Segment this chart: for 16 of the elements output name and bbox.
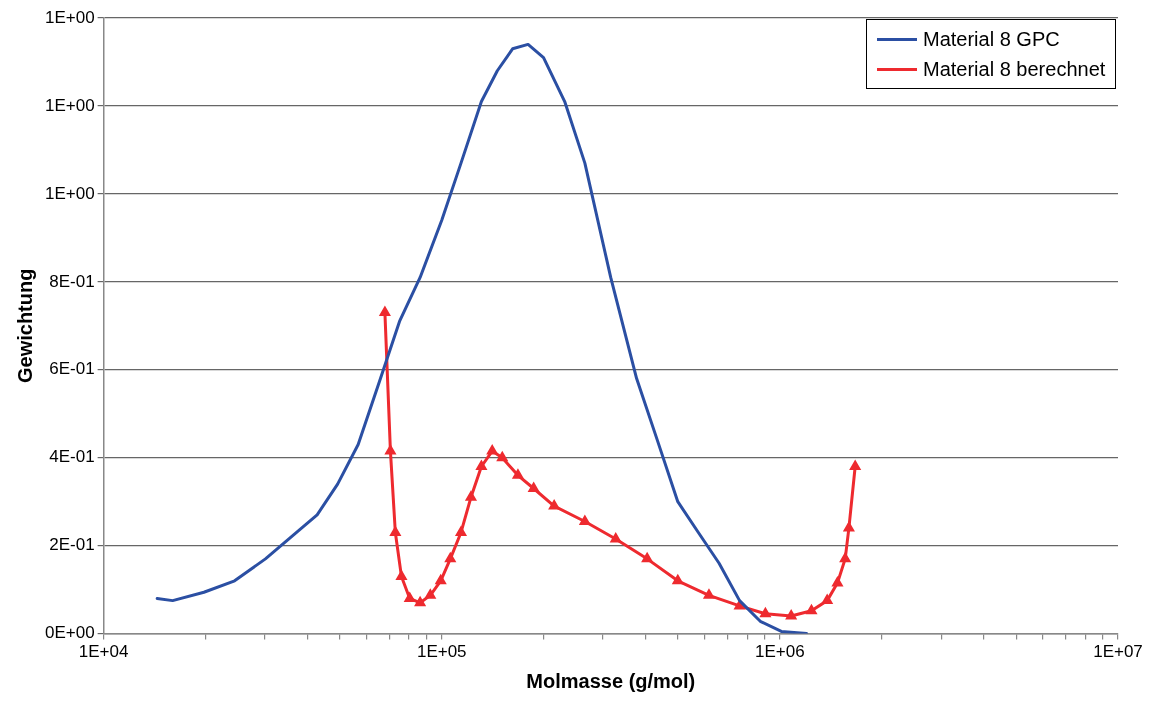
x-tick-label: 1E+07 <box>1093 642 1143 662</box>
x-tick-label: 1E+04 <box>78 642 129 662</box>
y-tick-label: 8E-01 <box>49 271 95 291</box>
x-axis-title: Molmasse (g/mol) <box>526 669 696 692</box>
y-tick-label: 1E+00 <box>44 95 95 115</box>
y-tick-label: 2E-01 <box>49 535 95 555</box>
legend-label: Material 8 berechnet <box>923 57 1106 82</box>
legend-label: Material 8 GPC <box>923 27 1060 52</box>
y-tick-label: 4E-01 <box>49 447 95 467</box>
y-tick-label: 1E+00 <box>44 7 95 27</box>
x-tick-label: 1E+05 <box>416 642 467 662</box>
y-axis-title: Gewichtung <box>13 268 36 384</box>
y-tick-label: 0E+00 <box>44 623 95 643</box>
y-tick-label: 1E+00 <box>44 183 95 203</box>
y-tick-label: 6E-01 <box>49 359 95 379</box>
x-tick-label: 1E+06 <box>755 642 805 662</box>
